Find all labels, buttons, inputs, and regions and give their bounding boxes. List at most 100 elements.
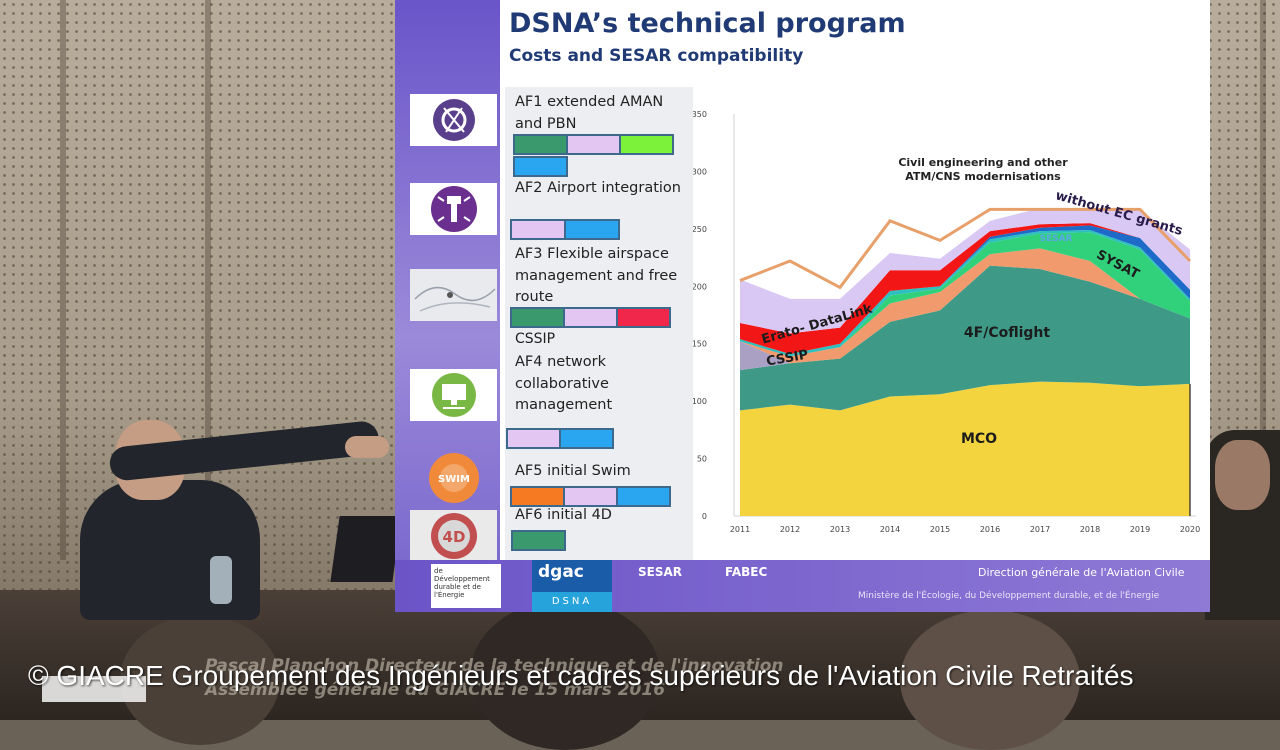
segment-blue [559, 428, 614, 449]
segment-blue [513, 156, 568, 177]
x-tick-label: 2020 [1180, 525, 1200, 534]
af3-icon-box [410, 269, 497, 321]
af5-label: AF5 initial Swim [515, 463, 631, 479]
four-d-icon-label: 4D [442, 528, 465, 546]
slide-subtitle: Costs and SESAR compatibility [509, 46, 804, 66]
segment-lilac [563, 486, 618, 507]
projected-slide: DSNA’s technical program Costs and SESAR… [395, 0, 1210, 612]
chart-annotation-line: Civil engineering and other [898, 156, 1068, 169]
af5-segments [510, 486, 671, 507]
airspace-map-icon [410, 269, 497, 321]
chart-annotation: MCO [961, 431, 997, 447]
x-tick-label: 2019 [1130, 525, 1150, 534]
segment-lilac [563, 307, 618, 328]
af1-label: AF1 extended AMAN and PBN [515, 94, 664, 132]
y-tick-label: 200 [693, 282, 707, 291]
chart-annotation: 4F/Coflight [964, 325, 1050, 341]
four-d-icon: 4D [430, 513, 477, 559]
segment-lilac [506, 428, 561, 449]
sesar-logo: SESAR [638, 565, 683, 579]
x-tick-label: 2011 [730, 525, 750, 534]
x-tick-label: 2014 [880, 525, 900, 534]
af6-icon-box: 4D [410, 510, 497, 562]
dsna-logo-text: DSNA [532, 592, 612, 612]
laptop [330, 516, 402, 582]
af2-segments [510, 219, 620, 240]
chart-annotation-line: ATM/CNS modernisations [905, 170, 1061, 183]
af5-icon-box: SWIM [410, 452, 497, 504]
y-tick-label: 350 [693, 110, 707, 119]
area-civil-engineering-and-other-atm-cns-modernisations [740, 208, 1190, 334]
area-band-salmon [740, 248, 1190, 364]
af3-label: AF3 Flexible airspace management and fre… [515, 246, 678, 305]
segment-lime [619, 134, 674, 155]
x-tick-label: 2017 [1030, 525, 1050, 534]
area-erato-datalink [740, 223, 1190, 355]
segment-green [511, 530, 566, 551]
dgac-logo-text: dgac [538, 562, 584, 582]
network-monitor-icon [431, 373, 476, 417]
x-tick-label: 2018 [1080, 525, 1100, 534]
presenter-hand [345, 436, 389, 458]
y-tick-label: 150 [693, 340, 707, 349]
af6-label: AF6 initial 4D [515, 507, 612, 523]
water-bottle [210, 556, 232, 604]
cost-chart: 0 50 100 150 200 250 300 350 2011 2012 2013 2014 201… [693, 100, 1210, 540]
chart-annotation-line: MCO [961, 431, 997, 447]
segment-green [510, 307, 565, 328]
ministry-logo: de Développement durable et de l'Énergie [431, 564, 501, 608]
segment-blue [564, 219, 620, 240]
af1-icon-box [410, 94, 497, 146]
af3-extra-label: CSSIP [515, 331, 556, 347]
swim-icon-label: SWIM [438, 474, 470, 485]
chart-annotation-line: 4F/Coflight [964, 325, 1050, 341]
audience-member-face [1215, 440, 1270, 510]
af2-label: AF2 Airport integration [515, 180, 681, 196]
wall-panel-seam [60, 0, 66, 560]
af4-segments [506, 428, 614, 449]
fabec-logo: FABEC [725, 565, 768, 579]
y-tick-label: 250 [693, 225, 707, 234]
chart-annotation: SESAR [1039, 234, 1072, 244]
footer-ministry-name: Ministère de l'Écologie, du Développemen… [858, 591, 1160, 601]
wall-panel-seam [1260, 0, 1266, 560]
wall-panel-seam [205, 0, 211, 560]
af1-segments [513, 134, 674, 155]
segment-orange [510, 486, 565, 507]
af2-icon-box [410, 183, 497, 235]
af3-segments [510, 307, 671, 328]
segment-lilac [510, 219, 566, 240]
chart-annotation: CSSIP [765, 347, 809, 369]
video-caption-line2: Assemblée générale du GIACRE le 15 mars … [205, 680, 666, 700]
line-without-ec-grants [739, 207, 1192, 290]
segment-blue [616, 486, 671, 507]
swim-icon: SWIM [428, 453, 479, 503]
chart-annotation-line: CSSIP [765, 347, 809, 369]
segment-green [513, 134, 568, 155]
footer-dgac-name: Direction générale de l'Aviation Civile [978, 566, 1185, 579]
airport-tower-icon [430, 186, 477, 232]
segment-red [616, 307, 671, 328]
x-tick-label: 2013 [830, 525, 850, 534]
area-4f-coflight [740, 265, 1190, 411]
chart-annotation: Civil engineering and other ATM/CNS moder… [898, 156, 1068, 183]
x-tick-label: 2012 [780, 525, 800, 534]
video-caption-line1: Pascal Planchon Directeur de la techniqu… [205, 656, 784, 676]
corner-logo [42, 676, 146, 702]
af6-segments [511, 530, 566, 551]
af1-segments-row2 [513, 156, 568, 177]
copyright-watermark: © GIACRE Groupement des Ingénieurs et ca… [28, 660, 1134, 691]
x-tick-label: 2015 [930, 525, 950, 534]
presenter-body [80, 480, 260, 620]
slide-title: DSNA’s technical program [509, 8, 906, 39]
segment-lilac [566, 134, 621, 155]
dgac-logo: dgac DSNA [532, 560, 612, 612]
y-tick-label: 100 [693, 397, 707, 406]
af4-icon-box [410, 369, 497, 421]
arrows-cycle-icon [432, 99, 475, 141]
af4-label: AF4 network collaborative management [515, 354, 613, 413]
cost-chart-svg: 0 50 100 150 200 250 300 350 2011 2012 2013 2014 201… [693, 110, 1200, 534]
chart-annotation-line: SESAR [1039, 234, 1072, 244]
y-tick-label: 50 [697, 455, 707, 464]
slide-footer: de Développement durable et de l'Énergie… [395, 560, 1210, 612]
